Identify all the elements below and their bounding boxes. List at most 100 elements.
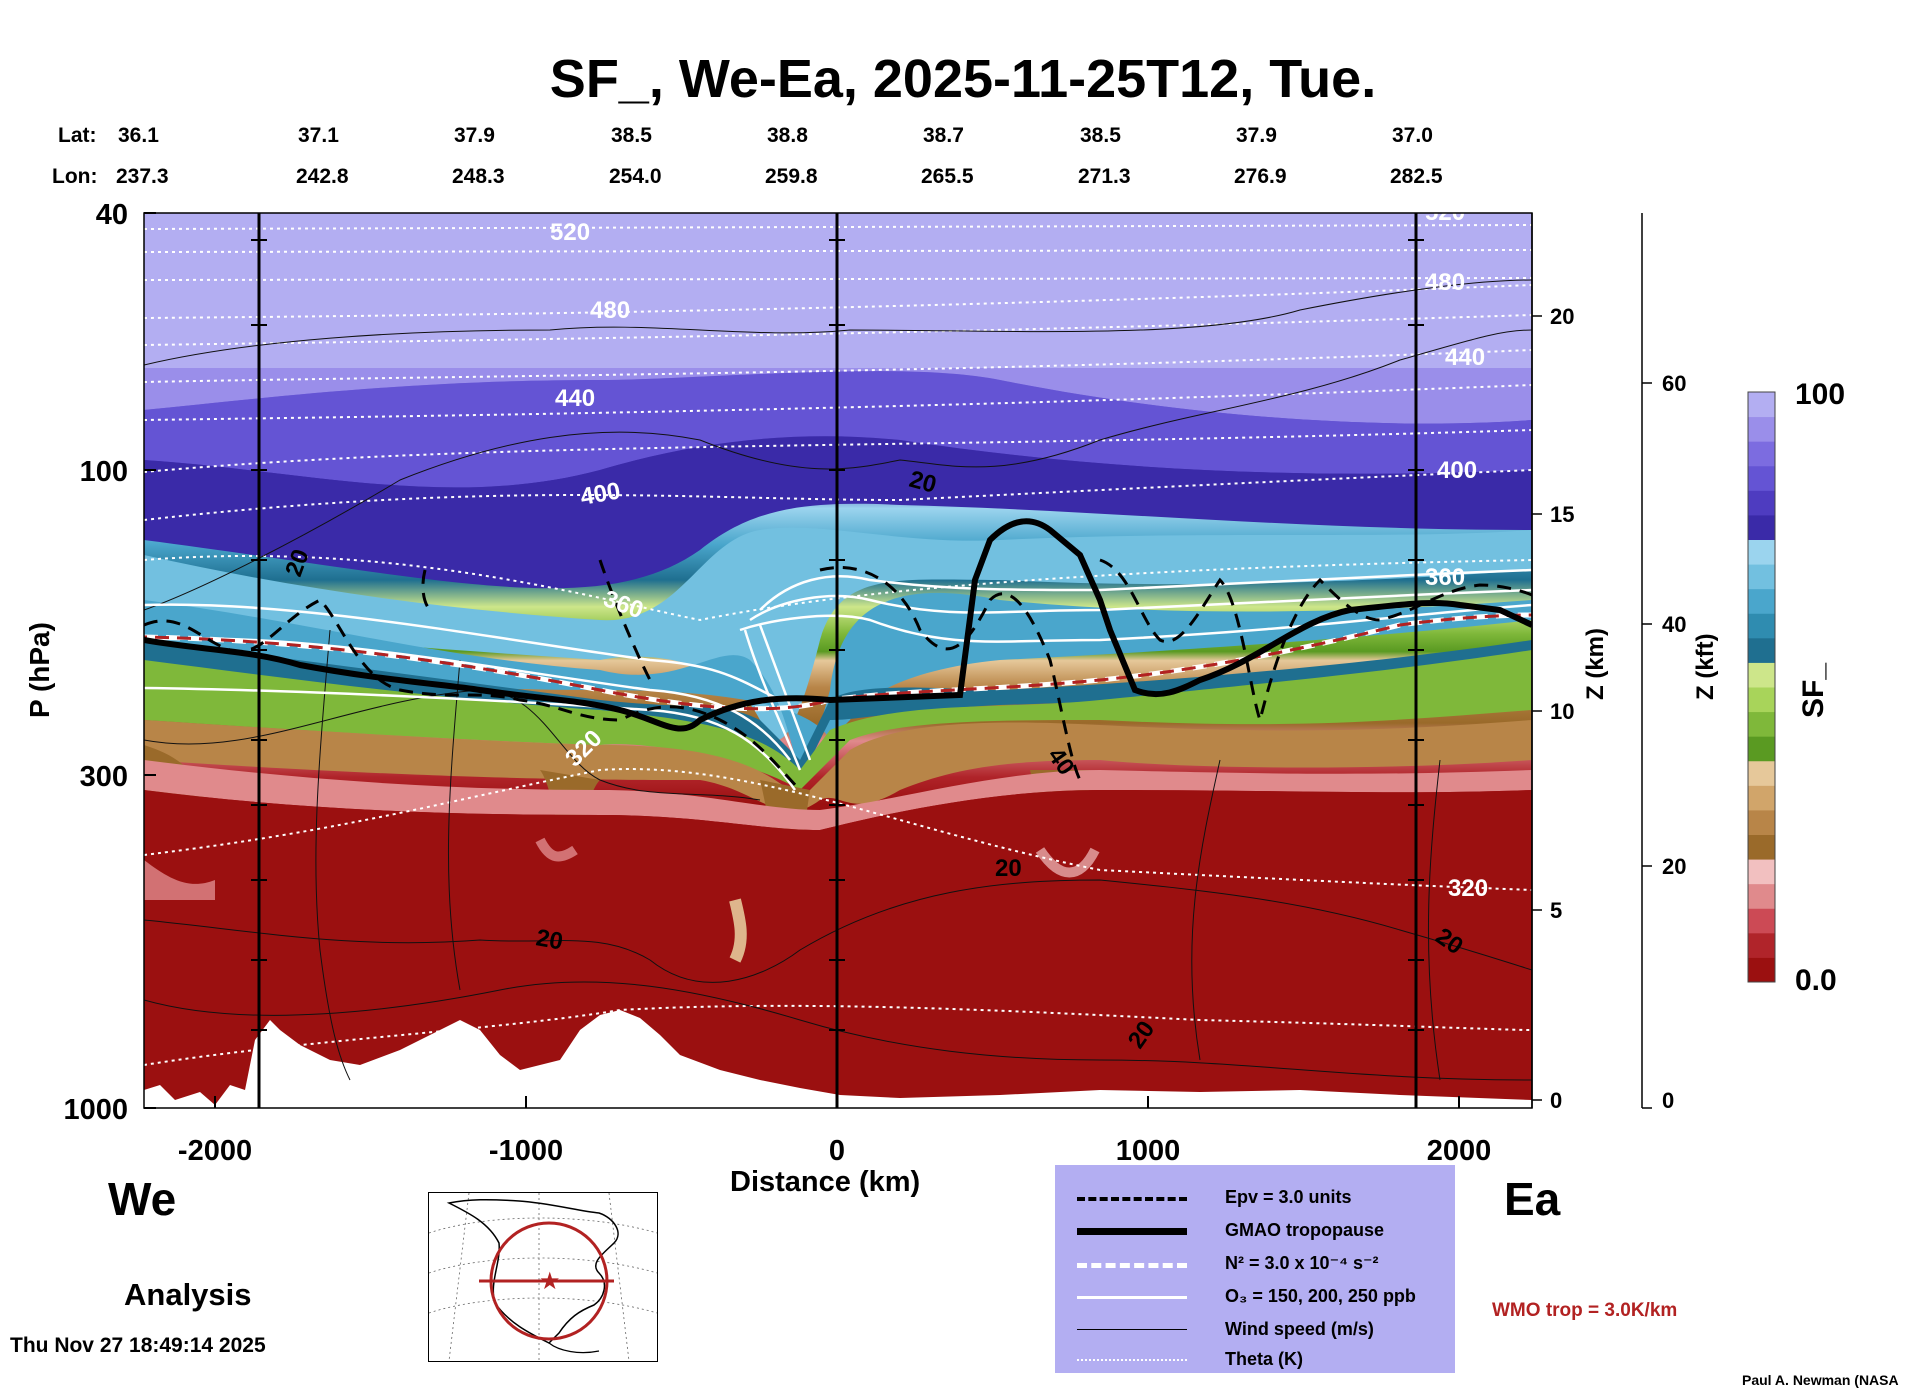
theta-label-480: 480 (590, 297, 630, 324)
legend-label: N² = 3.0 x 10⁻⁴ s⁻² (1225, 1253, 1379, 1273)
y-axis-label: P (hPa) (24, 622, 55, 718)
legend-label: GMAO tropopause (1225, 1220, 1385, 1240)
lon-value: 282.5 (1390, 165, 1443, 188)
theta-label-360b: 360 (1425, 564, 1465, 591)
lat-value: 36.1 (118, 124, 159, 147)
lat-value: 38.7 (923, 124, 964, 147)
colorbar-swatch (1748, 760, 1775, 786)
legend-label: Epv = 3.0 units (1225, 1187, 1352, 1207)
colorbar-swatch (1748, 514, 1775, 540)
map-icon: ★ (428, 1192, 658, 1362)
lat-value: 38.5 (611, 124, 652, 147)
zkm-10: 10 (1550, 699, 1574, 724)
section-markers (257, 213, 1418, 1108)
colorbar-swatch (1748, 957, 1775, 983)
epv-contour (144, 558, 1532, 792)
lon-value: 248.3 (452, 165, 505, 188)
legend-item-ozone: O₃ = 150, 200, 250 ppb (1055, 1282, 1455, 1312)
legend-dashed-white-swatch (1077, 1263, 1187, 1268)
lon-value: 237.3 (116, 165, 169, 188)
legend-item-tropopause: GMAO tropopause (1055, 1216, 1455, 1246)
y-tick-100: 100 (80, 456, 128, 488)
colorbar-swatch (1748, 392, 1775, 418)
chart-title: SF_, We-Ea, 2025-11-25T12, Tue. (549, 49, 1377, 109)
colorbar-swatch (1748, 441, 1775, 467)
theta-label-400b: 400 (1437, 457, 1477, 484)
legend-item-theta: Theta (K) (1055, 1345, 1455, 1375)
legend-solid-white-swatch (1077, 1296, 1187, 1299)
zkft-0: 0 (1662, 1088, 1674, 1113)
x-tick-0: 0 (829, 1135, 845, 1167)
wmo-trop-label: WMO trop = 3.0K/km (1492, 1300, 1678, 1321)
zkm-15: 15 (1550, 502, 1574, 527)
colorbar (1748, 392, 1775, 983)
lon-value: 276.9 (1234, 165, 1287, 188)
z-km-label: Z (km) (1582, 628, 1609, 700)
z-km-axis (1531, 213, 1542, 1108)
colorbar-swatch (1748, 465, 1775, 491)
wind-label-20d: 20 (534, 924, 565, 955)
colorbar-swatch (1748, 539, 1775, 565)
legend-dashed-black-swatch (1077, 1197, 1187, 1201)
colorbar-swatch (1748, 736, 1775, 762)
colorbar-swatch (1748, 637, 1775, 663)
x-axis-label: Distance (km) (730, 1166, 921, 1198)
lon-value: 259.8 (765, 165, 818, 188)
x-tick-1000: 1000 (1116, 1135, 1181, 1167)
theta-label-520: 520 (550, 219, 590, 246)
theta-label-320b: 320 (1448, 875, 1488, 902)
legend: Epv = 3.0 units GMAO tropopause N² = 3.0… (1055, 1165, 1455, 1373)
y-tick-labels: 40 100 300 1000 (63, 199, 128, 1126)
legend-label: Wind speed (m/s) (1225, 1319, 1374, 1339)
lon-value: 271.3 (1078, 165, 1131, 188)
lon-row-label: Lon: (52, 165, 98, 188)
x-tick-2000: 2000 (1427, 1135, 1492, 1167)
theta-label-480b: 480 (1425, 269, 1465, 296)
n2-contour (144, 612, 1532, 712)
legend-dotted-white-swatch (1077, 1359, 1187, 1361)
y-tick-1000: 1000 (63, 1094, 128, 1126)
lat-row-label: Lat: (58, 124, 97, 147)
colorbar-swatch (1748, 785, 1775, 811)
colorbar-swatch (1748, 490, 1775, 516)
y-tick-300: 300 (80, 761, 128, 793)
zkm-20: 20 (1550, 304, 1574, 329)
timestamp: Thu Nov 27 18:49:14 2025 (10, 1334, 266, 1357)
colorbar-swatch (1748, 564, 1775, 590)
legend-label: Theta (K) (1225, 1349, 1303, 1369)
colorbar-swatch (1748, 662, 1775, 688)
colorbar-swatch (1748, 588, 1775, 614)
colorbar-swatch (1748, 809, 1775, 835)
tropopause-line (144, 518, 1532, 732)
lat-value: 37.9 (1236, 124, 1277, 147)
lon-value: 242.8 (296, 165, 349, 188)
east-label: Ea (1504, 1173, 1561, 1225)
colorbar-max-label: 100 (1795, 378, 1846, 411)
lon-value: 265.5 (921, 165, 974, 188)
colorbar-swatch (1748, 883, 1775, 909)
legend-item-wind: Wind speed (m/s) (1055, 1315, 1455, 1345)
colorbar-swatch (1748, 416, 1775, 442)
colorbar-swatch (1748, 859, 1775, 885)
svg-text:★: ★ (539, 1267, 561, 1295)
lat-value: 37.0 (1392, 124, 1433, 147)
credit: Paul A. Newman (NASA (1742, 1372, 1899, 1388)
zkft-40: 40 (1662, 612, 1686, 637)
z-kft-label: Z (kft) (1692, 633, 1719, 700)
x-tick-m2000: -2000 (178, 1135, 252, 1167)
colorbar-swatch (1748, 834, 1775, 860)
x-tick-m1000: -1000 (489, 1135, 563, 1167)
zkm-5: 5 (1550, 898, 1562, 923)
x-tick-labels: -2000 -1000 0 1000 2000 (178, 1135, 1491, 1167)
colorbar-swatch (1748, 613, 1775, 639)
legend-item-n2: N² = 3.0 x 10⁻⁴ s⁻² (1055, 1249, 1455, 1279)
zkm-0: 0 (1550, 1088, 1562, 1113)
legend-thin-black-swatch (1077, 1329, 1187, 1330)
legend-thick-black-swatch (1077, 1228, 1187, 1235)
legend-item-epv: Epv = 3.0 units (1055, 1183, 1455, 1213)
colorbar-swatch (1748, 932, 1775, 958)
zkft-60: 60 (1662, 371, 1686, 396)
lat-value: 37.1 (298, 124, 339, 147)
colorbar-label: SF_ (1797, 662, 1830, 718)
